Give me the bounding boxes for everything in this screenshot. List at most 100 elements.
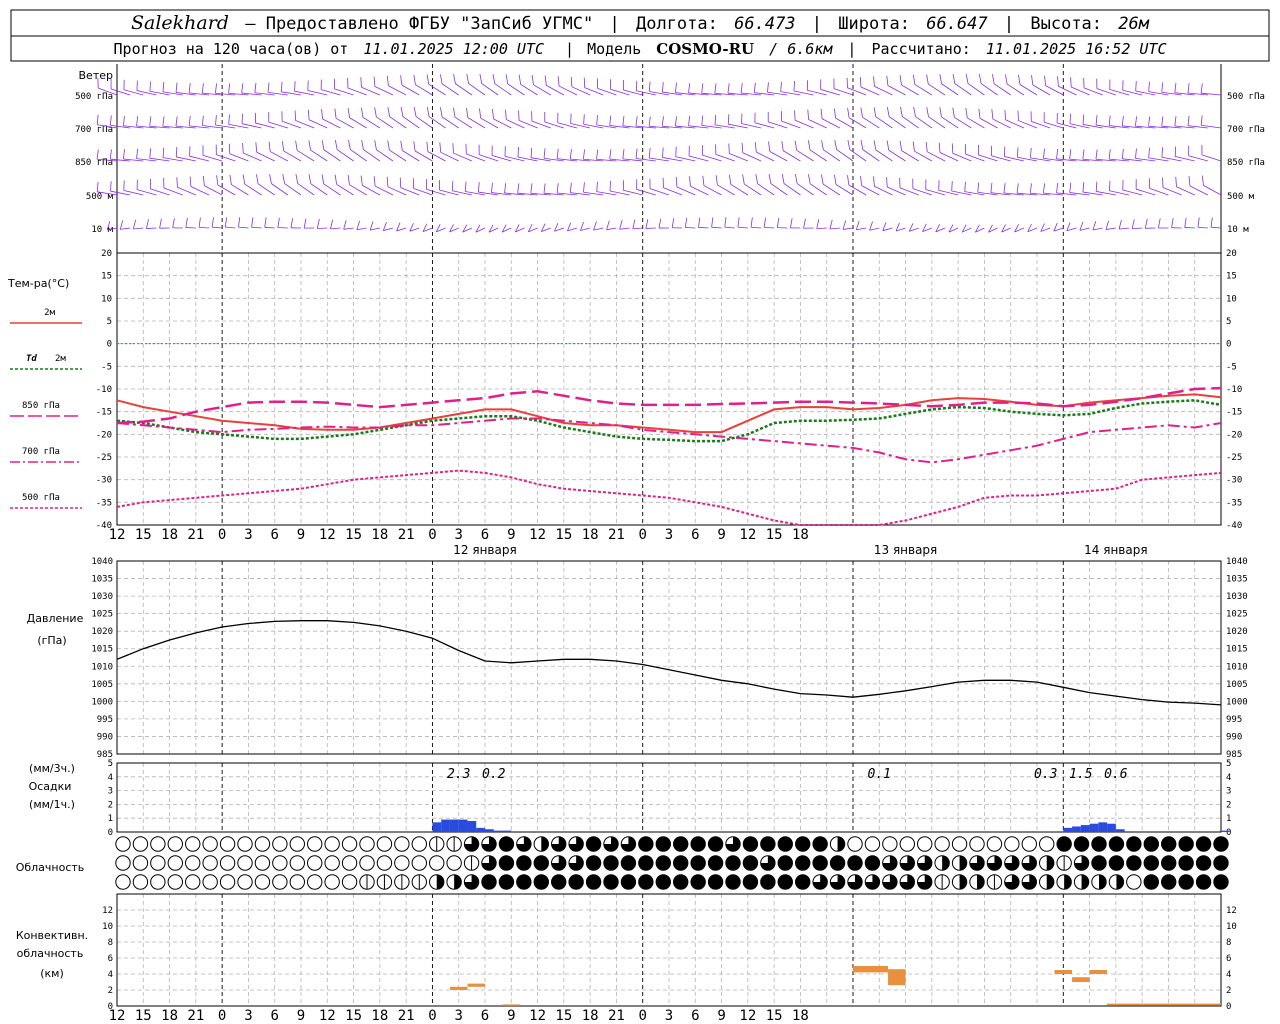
cloud-cell	[1195, 874, 1212, 890]
wind-barb	[675, 156, 696, 162]
cloud-cell	[341, 874, 358, 890]
wind-barb	[1187, 92, 1208, 96]
wind-barb-feather	[281, 141, 285, 151]
wind-barb	[149, 125, 170, 129]
cloud-cell	[237, 836, 253, 852]
wind-barb	[414, 150, 433, 162]
wind-barb-feather	[684, 217, 688, 228]
wind-barb-feather	[675, 177, 678, 188]
cloud-cell	[707, 874, 724, 890]
cloud-cell-three-quarter	[481, 855, 497, 871]
cloud-cell-full	[725, 874, 741, 890]
wind-barb	[951, 190, 972, 196]
cloud-cell	[516, 836, 532, 852]
cloud-cell-three-quarter	[882, 874, 898, 890]
wind-barb-feather	[912, 74, 916, 85]
temp-ytick-right: -35	[1226, 498, 1242, 508]
wind-barb-feather	[149, 116, 152, 127]
wind-barb	[330, 227, 341, 230]
wind-barb	[466, 153, 486, 162]
wind-barb-feather	[96, 114, 99, 125]
cloud-cell	[551, 874, 567, 890]
wind-barb	[531, 120, 551, 129]
wind-barb	[596, 124, 617, 129]
conv-ytick-right: 0	[1226, 1002, 1231, 1012]
wind-barb	[596, 191, 617, 196]
wind-barb	[583, 158, 604, 162]
cloud-cell-ring	[219, 836, 236, 852]
cloud-cell-full	[743, 836, 758, 852]
wind-barb	[1184, 227, 1195, 229]
cloud-cell	[795, 874, 811, 890]
wind-barb	[336, 184, 354, 196]
conv-x-tick: 12	[739, 1008, 756, 1024]
wind-barb	[991, 155, 1011, 162]
wind-barb-feather	[1161, 116, 1164, 127]
wind-barb	[465, 191, 486, 196]
cloud-cell	[272, 855, 288, 871]
cloud-cell	[603, 855, 619, 871]
wind-barb-feather	[808, 174, 811, 184]
wind-barb	[793, 90, 814, 96]
wind-barb-feather	[422, 223, 428, 232]
cloud-cell	[760, 874, 776, 890]
wind-level-label-right: 10 м	[1227, 225, 1249, 235]
cloud-cell-three-quarter	[917, 874, 932, 890]
temp-ytick-left: 20	[101, 249, 112, 259]
cloud-cell-three-quarter	[464, 836, 479, 852]
wind-barb	[888, 116, 906, 129]
wind-barb	[453, 152, 473, 162]
header-line-2: Прогноз на 120 часа(ов) от 11.01.2025 12…	[114, 40, 1167, 58]
wind-barb	[780, 91, 801, 96]
wind-barb-feather	[632, 219, 636, 229]
wind-barb-feather	[754, 142, 757, 153]
precip-ytick-right: 1	[1226, 814, 1231, 824]
cloud-cell	[1021, 855, 1037, 871]
wind-barb	[350, 149, 367, 162]
cloud-cell	[725, 874, 741, 890]
lat-value: 66.647	[926, 14, 988, 34]
wind-barb	[1109, 190, 1130, 196]
wind-barb-feather	[1158, 218, 1161, 229]
panel-frame	[116, 893, 1222, 1007]
wind-barb	[436, 227, 446, 233]
wind-barb-feather	[1016, 183, 1019, 194]
wind-barb-feather	[543, 148, 546, 159]
wind-barb	[544, 121, 564, 129]
wind-barb-feather	[807, 140, 811, 151]
pressure-ytick-right: 1010	[1226, 662, 1248, 672]
wind-barb-feather	[1001, 224, 1006, 233]
wind-barb	[978, 154, 998, 162]
precip-ytick-right: 0	[1226, 828, 1231, 838]
wind-barb	[714, 92, 735, 96]
wind-barb-feather	[609, 149, 612, 160]
legend-t2m-label: 2м	[44, 308, 55, 318]
wind-barb-feather	[886, 177, 888, 188]
cloud-cell	[1004, 874, 1020, 890]
wind-barb	[400, 187, 420, 196]
conv-x-tick: 9	[507, 1008, 515, 1024]
wind-barb-feather	[899, 75, 902, 86]
wind-barb	[362, 116, 381, 129]
wind-barb	[993, 83, 1011, 96]
wind-barb-feather	[583, 114, 585, 125]
wind-barb-feather	[321, 140, 325, 150]
wind-barb	[606, 227, 617, 231]
wind-barb-feather	[842, 220, 847, 230]
temp-ytick-right: 10	[1226, 294, 1237, 304]
cloud-cell-ring	[307, 836, 323, 852]
wind-barb-feather	[1082, 114, 1085, 125]
cloud-cell-ring	[394, 855, 410, 871]
wind-barb-feather	[1092, 221, 1097, 231]
cloud-cell	[812, 855, 828, 871]
wind-barb-feather	[926, 107, 929, 117]
wind-barb	[1006, 83, 1025, 96]
wind-barb-feather	[224, 217, 227, 228]
wind-barb	[874, 85, 893, 96]
wind-barb-feather	[109, 115, 112, 126]
wind-barb	[334, 88, 354, 96]
wind-barb	[1174, 125, 1195, 129]
conv-title-b: облачность	[17, 947, 84, 960]
wind-barb	[914, 84, 933, 96]
wind-barb-feather	[781, 173, 785, 184]
